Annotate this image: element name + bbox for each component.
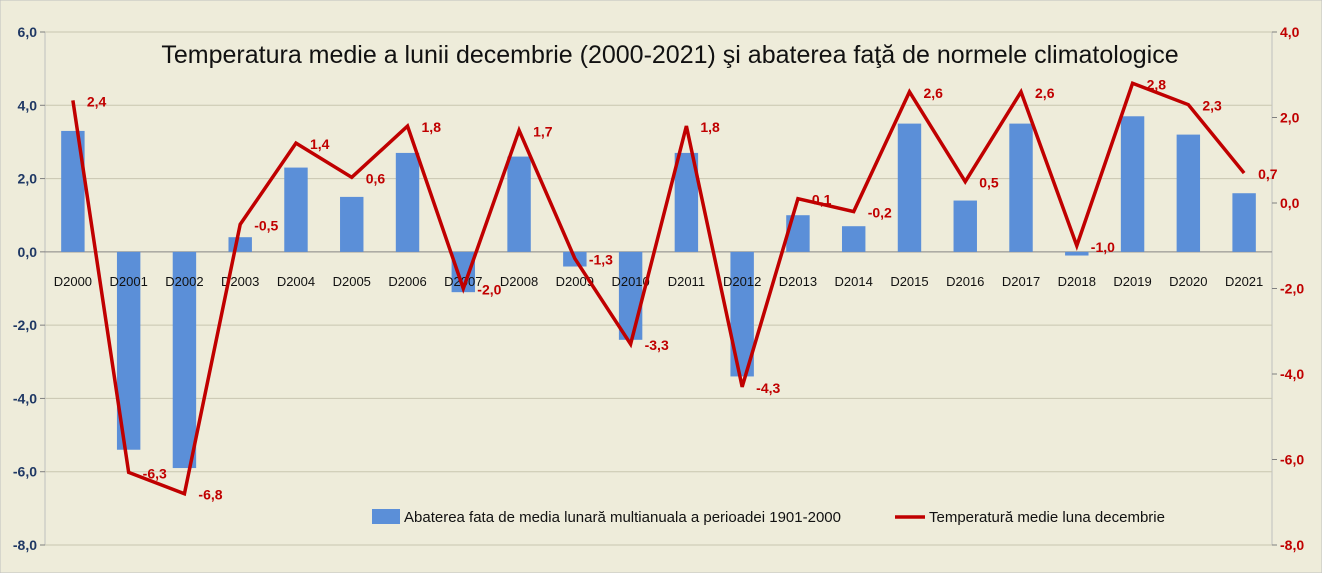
bar-D2017 [1009, 123, 1033, 252]
x-tick-label: D2017 [1002, 274, 1040, 289]
bar-D2019 [1120, 116, 1145, 252]
legend-label-bars: Abaterea fata de media lunară multianual… [404, 509, 841, 526]
data-label: 1,8 [422, 119, 442, 135]
bar-D2003 [228, 237, 252, 252]
bar-D2014 [841, 226, 866, 252]
data-label: 1,4 [310, 136, 330, 152]
x-tick-label: D2004 [277, 274, 315, 289]
y-right-tick-label: -2,0 [1280, 281, 1304, 297]
y-right-tick-label: 4,0 [1280, 24, 1300, 40]
legend-swatch-bars [372, 509, 400, 524]
x-tick-label: D2011 [668, 274, 705, 289]
y-left-tick-label: 4,0 [18, 97, 38, 113]
bar-D2011 [674, 152, 699, 252]
bar-D2000 [61, 130, 85, 252]
y-left-tick-label: -6,0 [13, 464, 37, 480]
data-label: 2,8 [1147, 76, 1167, 92]
y-right-tick-label: 2,0 [1280, 110, 1300, 126]
y-left-tick-label: 0,0 [18, 244, 38, 260]
x-tick-label: D2006 [388, 274, 426, 289]
line-series-temperatura [71, 81, 1246, 497]
y-left-tick-label: -2,0 [13, 317, 37, 333]
x-tick-label: D2014 [835, 274, 873, 289]
data-label: -4,3 [756, 380, 780, 396]
x-tick-label: D2008 [500, 274, 538, 289]
bar-D2016 [953, 200, 977, 252]
x-tick-label: D2007 [444, 274, 482, 289]
bar-D2007 [451, 251, 476, 293]
y-left-tick-label: -8,0 [13, 537, 37, 553]
data-label: -3,3 [645, 337, 669, 353]
bar-D2021 [1232, 193, 1256, 252]
x-tick-label: D2009 [556, 274, 594, 289]
data-label: -2,0 [477, 282, 501, 298]
data-label: 0,5 [979, 175, 999, 191]
legend-label-line: Temperatură medie luna decembrie [929, 509, 1165, 526]
data-label: -6,8 [198, 487, 222, 503]
data-label: 2,6 [923, 85, 943, 101]
x-tick-label: D2015 [890, 274, 928, 289]
y-left-tick-label: -4,0 [13, 390, 37, 406]
bar-D2006 [395, 152, 420, 252]
x-tick-label: D2020 [1169, 274, 1207, 289]
y-left-tick-label: 2,0 [18, 171, 38, 187]
x-tick-label: D2019 [1113, 274, 1151, 289]
x-tick-label: D2001 [110, 274, 148, 289]
data-label: 1,8 [700, 119, 720, 135]
bar-D2004 [284, 167, 308, 252]
bar-D2001 [116, 251, 141, 450]
data-label: -0,2 [868, 205, 892, 221]
data-label: 0,1 [812, 192, 832, 208]
x-tick-label: D2005 [333, 274, 371, 289]
data-label: -0,5 [254, 217, 278, 233]
x-tick-label: D2021 [1225, 274, 1263, 289]
chart-title: Temperatura medie a lunii decembrie (200… [161, 41, 1178, 69]
bar-D2005 [340, 196, 364, 252]
data-label: 2,4 [87, 93, 107, 109]
x-tick-label: D2012 [723, 274, 761, 289]
data-label: 1,7 [533, 123, 553, 139]
bar-D2012 [730, 251, 754, 377]
x-tick-label: D2002 [165, 274, 203, 289]
data-label: -1,0 [1091, 239, 1115, 255]
bar-D2015 [897, 123, 922, 252]
bar-D2002 [172, 251, 197, 469]
data-label: 2,3 [1202, 98, 1222, 114]
data-label: 2,6 [1035, 85, 1055, 101]
data-label: -1,3 [589, 252, 613, 268]
x-tick-label: D2013 [779, 274, 817, 289]
x-tick-label: D2010 [611, 274, 649, 289]
bar-D2018 [1065, 251, 1089, 256]
data-label: 0,7 [1258, 166, 1278, 182]
data-label: 0,6 [366, 170, 386, 186]
y-left-tick-label: 6,0 [18, 24, 38, 40]
x-tick-label: D2018 [1058, 274, 1096, 289]
bar-D2008 [507, 156, 531, 252]
x-tick-label: D2016 [946, 274, 984, 289]
bar-D2010 [618, 251, 643, 340]
data-label: -6,3 [143, 465, 167, 481]
x-tick-label: D2000 [54, 274, 92, 289]
y-right-tick-label: -8,0 [1280, 537, 1304, 553]
y-right-tick-label: -4,0 [1280, 366, 1304, 382]
y-right-tick-label: 0,0 [1280, 195, 1300, 211]
y-right-tick-label: -6,0 [1280, 452, 1304, 468]
bar-D2020 [1176, 134, 1201, 252]
